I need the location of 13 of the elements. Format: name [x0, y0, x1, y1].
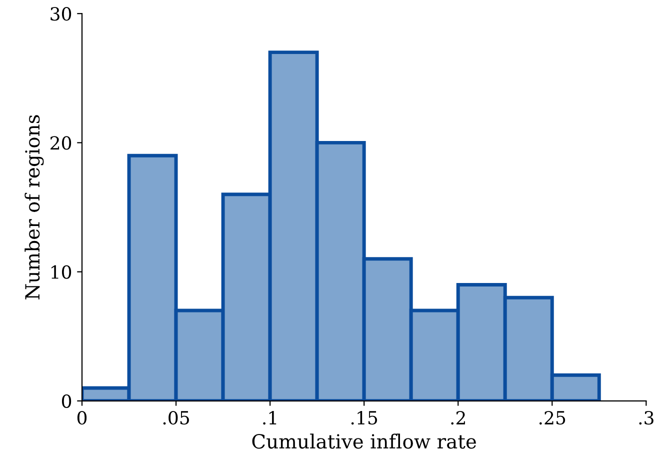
- x-axis-title: Cumulative inflow rate: [252, 434, 476, 449]
- x-tick-label: .05: [163, 410, 189, 425]
- x-tick-label: .3: [639, 410, 654, 425]
- x-tick-label: .25: [539, 410, 566, 425]
- x-tick-label: .15: [351, 410, 378, 425]
- x-tick-label: .1: [263, 410, 276, 425]
- x-tick-label: .2: [451, 410, 465, 425]
- y-axis-title: Number of regions: [24, 115, 44, 300]
- x-tick-label: 0: [77, 410, 87, 425]
- y-tick-label: 30: [50, 7, 72, 21]
- y-tick-label: 20: [50, 136, 72, 150]
- y-tick-label: 10: [52, 265, 72, 279]
- y-tick-label: 0: [62, 394, 72, 408]
